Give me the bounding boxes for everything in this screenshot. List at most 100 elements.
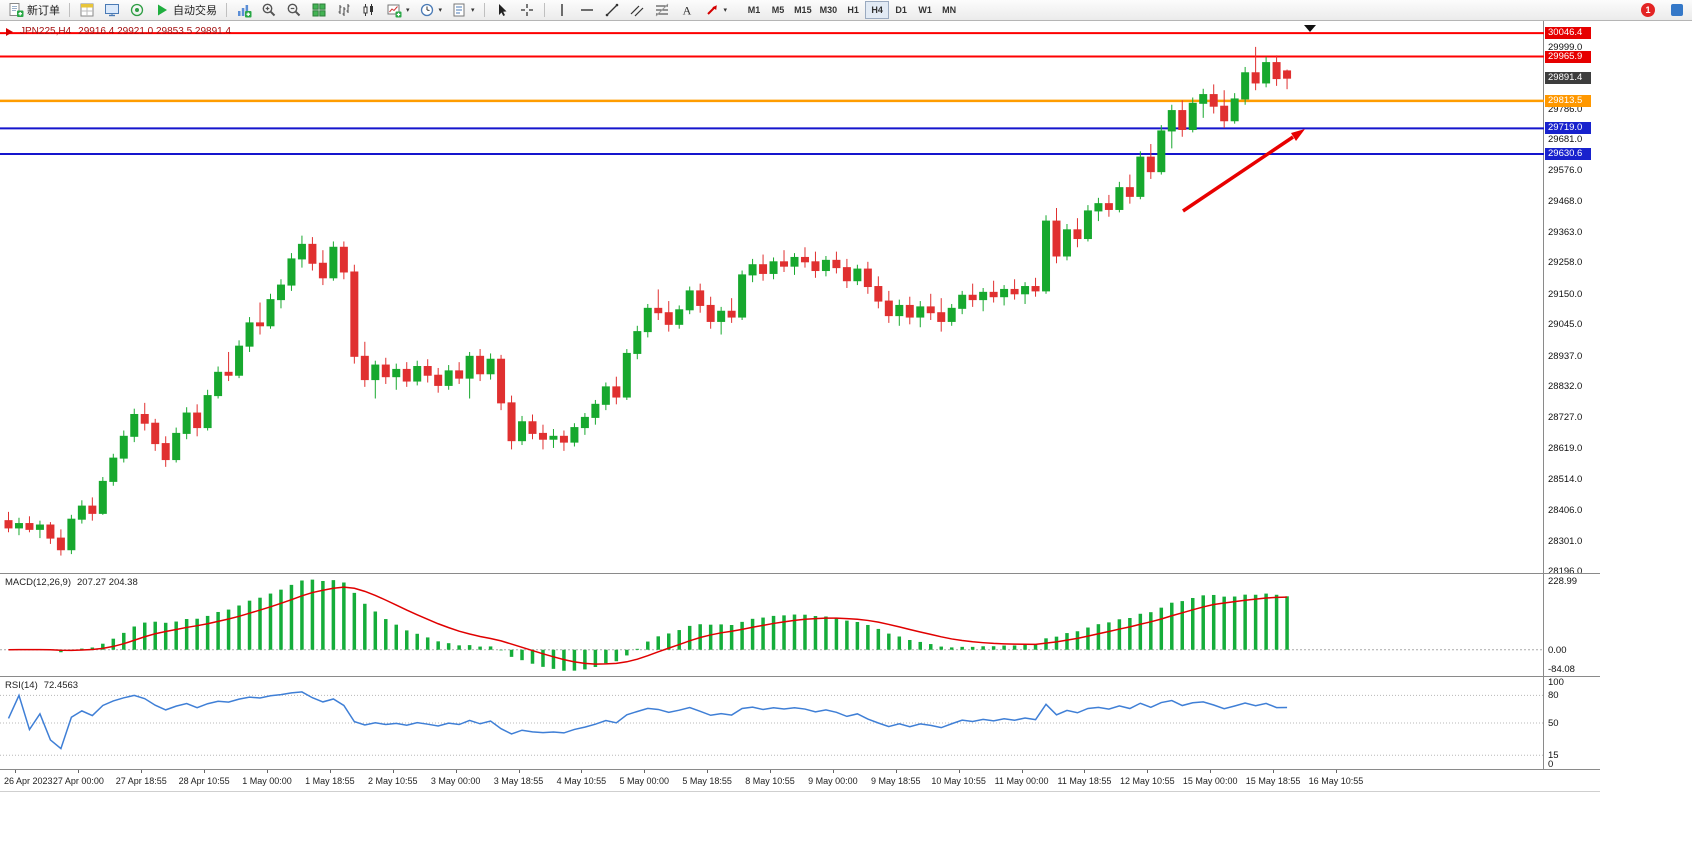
candle[interactable] [633, 331, 642, 354]
candle[interactable] [140, 413, 149, 424]
candle[interactable] [1031, 286, 1040, 292]
candle[interactable] [1241, 72, 1250, 100]
bar-chart-button[interactable] [332, 1, 356, 19]
rsi-scale[interactable]: 100 80 50 15 0 [1545, 677, 1600, 770]
candle[interactable] [528, 421, 537, 434]
candle[interactable] [161, 443, 170, 461]
candle[interactable] [717, 310, 726, 322]
panel-divider[interactable] [0, 573, 1600, 574]
candle[interactable] [549, 435, 558, 440]
panel-divider[interactable] [0, 676, 1600, 677]
candle[interactable] [507, 402, 516, 442]
candle[interactable] [1157, 130, 1166, 173]
candle[interactable] [1073, 229, 1082, 240]
candle[interactable] [109, 457, 118, 482]
candle[interactable] [287, 258, 296, 286]
trend-arrow[interactable] [1182, 135, 1294, 213]
candle[interactable] [821, 259, 830, 272]
candle[interactable] [916, 306, 925, 318]
candle[interactable] [811, 261, 820, 272]
candle[interactable] [203, 395, 212, 429]
candle[interactable] [1209, 94, 1218, 107]
candle[interactable] [193, 412, 202, 429]
candle[interactable] [696, 290, 705, 306]
candle[interactable] [371, 364, 380, 381]
candle[interactable] [1167, 110, 1176, 132]
candle[interactable] [308, 243, 317, 264]
candle[interactable] [381, 364, 390, 378]
candle[interactable] [1042, 220, 1051, 292]
app-corner-icon[interactable] [1671, 4, 1683, 16]
candle[interactable] [77, 505, 86, 520]
candle[interactable] [800, 256, 809, 263]
candle[interactable] [486, 358, 495, 375]
candle[interactable] [1136, 156, 1145, 197]
timeframe-m1-button[interactable]: M1 [742, 1, 766, 19]
candle[interactable] [35, 524, 44, 530]
candle[interactable] [245, 322, 254, 347]
timeframe-h4-button[interactable]: H4 [865, 1, 890, 19]
new-order-button[interactable]: 新订单 [4, 1, 64, 19]
macd-plot-area[interactable]: MACD(12,26,9) 207.27 204.38 [0, 574, 1544, 676]
candle[interactable] [434, 374, 443, 386]
candle[interactable] [350, 271, 359, 357]
candle[interactable] [1283, 70, 1292, 79]
candle[interactable] [1262, 62, 1271, 84]
candle[interactable] [1251, 72, 1260, 84]
candle[interactable] [968, 294, 977, 301]
macd-canvas[interactable] [0, 574, 1544, 676]
channel-button[interactable] [625, 1, 649, 19]
candle[interactable] [790, 256, 799, 267]
candle[interactable] [654, 307, 663, 314]
candle[interactable] [1115, 187, 1124, 210]
candle[interactable] [224, 371, 233, 376]
candle[interactable] [895, 304, 904, 317]
macd-scale[interactable]: 228.99 0.00 -84.08 [1545, 574, 1600, 676]
candle[interactable] [979, 291, 988, 301]
timeframe-d1-button[interactable]: D1 [889, 1, 913, 19]
candle[interactable] [738, 274, 747, 318]
crosshair-button[interactable] [515, 1, 539, 19]
candle[interactable] [926, 306, 935, 314]
candle[interactable] [538, 432, 547, 440]
candle[interactable] [476, 355, 485, 375]
candle[interactable] [297, 243, 306, 260]
candle[interactable] [14, 523, 23, 529]
candle[interactable] [318, 262, 327, 279]
candle[interactable] [559, 435, 568, 443]
candle[interactable] [1188, 102, 1197, 130]
candle[interactable] [958, 294, 967, 309]
candle[interactable] [1010, 288, 1019, 295]
candle[interactable] [392, 368, 401, 378]
candle[interactable] [1272, 62, 1281, 80]
candle[interactable] [769, 261, 778, 274]
candlestick-chart-button[interactable] [357, 1, 381, 19]
timeframe-m30-button[interactable]: M30 [816, 1, 842, 19]
candle[interactable] [423, 366, 432, 376]
candle[interactable] [759, 264, 768, 274]
community-button[interactable] [125, 1, 149, 19]
candle[interactable] [256, 322, 265, 327]
candle[interactable] [339, 246, 348, 273]
timeframe-w1-button[interactable]: W1 [913, 1, 937, 19]
candle[interactable] [235, 345, 244, 376]
candle[interactable] [1062, 229, 1071, 257]
candle[interactable] [119, 435, 128, 459]
tile-windows-button[interactable] [307, 1, 331, 19]
candle[interactable] [842, 267, 851, 282]
timeframe-h1-button[interactable]: H1 [841, 1, 865, 19]
zoom-in-button[interactable] [257, 1, 281, 19]
candle[interactable] [580, 416, 589, 429]
candle[interactable] [88, 505, 97, 514]
candle[interactable] [214, 371, 223, 397]
candle[interactable] [874, 286, 883, 302]
rsi-canvas[interactable] [0, 677, 1544, 769]
candle[interactable] [937, 312, 946, 322]
candle[interactable] [1104, 203, 1113, 210]
candle[interactable] [25, 523, 34, 530]
candle[interactable] [56, 537, 65, 551]
candle[interactable] [1083, 210, 1092, 240]
candle[interactable] [497, 358, 506, 404]
trendline-button[interactable] [600, 1, 624, 19]
autotrade-button[interactable]: 自动交易 [150, 1, 221, 19]
